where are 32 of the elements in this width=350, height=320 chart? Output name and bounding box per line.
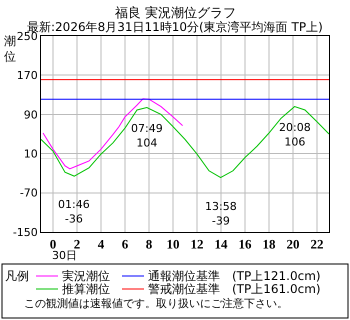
x-tick-label: 6: [122, 236, 129, 252]
x-tick-label: 14: [214, 236, 228, 252]
legend-label: 推算潮位: [62, 282, 110, 296]
y-axis-title: 潮位: [4, 34, 16, 64]
chart-title: 福良 実況潮位グラフ: [115, 5, 236, 21]
line-series: [41, 106, 329, 178]
x-tick-label: 12: [190, 236, 204, 252]
y-tick-label: 10: [24, 147, 38, 160]
x-tick-label: 4: [98, 236, 105, 252]
legend-title: 凡例: [5, 269, 29, 283]
x-tick-label: 8: [146, 236, 153, 252]
annotation: 01:46 -36: [58, 198, 90, 226]
legend-label: 実況潮位: [62, 269, 110, 283]
y-tick-label: -150: [12, 226, 38, 239]
x-tick-label: 18: [262, 236, 276, 252]
y-tick-label: 170: [16, 69, 38, 82]
text: 30日: [52, 249, 77, 262]
legend-label: 警戒潮位基準 (TP上161.0cm): [148, 282, 321, 296]
x-tick-label: 22: [310, 236, 324, 252]
annotation: 07:49 104: [131, 122, 163, 150]
text: この観測値は速報値です。取り扱いにご注意下さい。: [24, 297, 288, 310]
x-tick-label: 2: [74, 236, 80, 252]
legend-label: 通報潮位基準 (TP上121.0cm): [148, 269, 321, 283]
x-tick-label: 0: [50, 236, 56, 252]
annotation: 20:08 106: [279, 121, 311, 148]
y-tick-label: 90: [24, 108, 38, 122]
y-tick-label: -70: [20, 186, 38, 200]
x-tick-label: 10: [166, 236, 180, 252]
annotation: 13:58 -39: [205, 200, 237, 228]
x-tick-label: 20: [286, 236, 300, 252]
x-tick-label: 16: [238, 236, 252, 252]
line-series: [42, 98, 184, 170]
